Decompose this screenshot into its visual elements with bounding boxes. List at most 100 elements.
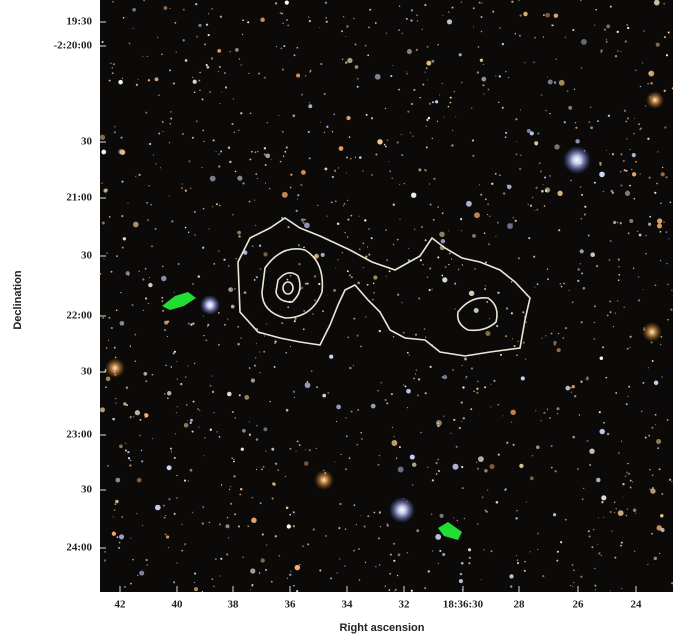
star bbox=[635, 161, 637, 163]
star bbox=[507, 223, 513, 229]
y-tick-label: 19:30 bbox=[66, 16, 92, 28]
star bbox=[287, 524, 291, 528]
star bbox=[173, 352, 175, 354]
star bbox=[165, 533, 167, 535]
star bbox=[485, 331, 490, 336]
star bbox=[355, 157, 356, 158]
star bbox=[489, 216, 490, 217]
star bbox=[580, 381, 582, 383]
star bbox=[164, 329, 166, 331]
star bbox=[385, 229, 386, 230]
star bbox=[635, 69, 637, 71]
star bbox=[627, 348, 629, 350]
star bbox=[103, 258, 104, 259]
star bbox=[618, 452, 620, 454]
star bbox=[579, 414, 580, 415]
star bbox=[322, 310, 324, 312]
star bbox=[454, 91, 455, 92]
star bbox=[507, 185, 508, 186]
star bbox=[213, 586, 214, 587]
star bbox=[519, 35, 521, 37]
star bbox=[304, 461, 309, 466]
star bbox=[269, 401, 270, 402]
star bbox=[210, 429, 212, 431]
star bbox=[610, 6, 612, 8]
star bbox=[192, 137, 194, 139]
star bbox=[349, 136, 351, 138]
star bbox=[462, 386, 464, 388]
star bbox=[502, 43, 504, 45]
star bbox=[633, 133, 634, 134]
star bbox=[661, 493, 663, 495]
star bbox=[286, 146, 288, 148]
star bbox=[235, 417, 236, 418]
star bbox=[573, 582, 574, 583]
star bbox=[487, 490, 488, 491]
star bbox=[660, 231, 662, 233]
star bbox=[218, 312, 220, 314]
star bbox=[563, 283, 565, 285]
star bbox=[256, 343, 257, 344]
star bbox=[463, 417, 465, 419]
star bbox=[621, 441, 622, 442]
star bbox=[359, 216, 360, 217]
star bbox=[329, 355, 333, 359]
star bbox=[197, 408, 199, 410]
star bbox=[295, 450, 296, 451]
star bbox=[271, 159, 272, 160]
star bbox=[316, 386, 318, 388]
star bbox=[472, 139, 474, 141]
star bbox=[553, 341, 556, 344]
star bbox=[344, 232, 345, 233]
star bbox=[212, 376, 213, 377]
star bbox=[490, 384, 491, 385]
star bbox=[342, 59, 343, 60]
star bbox=[347, 270, 349, 272]
star bbox=[218, 344, 220, 346]
star bbox=[461, 402, 463, 404]
star bbox=[634, 118, 635, 119]
star bbox=[283, 45, 285, 47]
star bbox=[282, 13, 284, 15]
star bbox=[499, 174, 501, 176]
star bbox=[588, 235, 590, 237]
star bbox=[506, 307, 508, 309]
star bbox=[293, 585, 294, 586]
star bbox=[129, 42, 131, 44]
star bbox=[349, 367, 351, 369]
star bbox=[223, 259, 225, 261]
star bbox=[628, 396, 629, 397]
star bbox=[371, 404, 376, 409]
star bbox=[199, 72, 201, 74]
star bbox=[126, 387, 128, 389]
star bbox=[199, 410, 200, 411]
star bbox=[194, 211, 196, 213]
star bbox=[427, 276, 428, 277]
star bbox=[632, 153, 636, 157]
star bbox=[386, 259, 388, 261]
star bbox=[587, 440, 589, 442]
star bbox=[554, 470, 556, 472]
star bbox=[173, 581, 175, 583]
star bbox=[182, 183, 183, 184]
star bbox=[643, 289, 644, 290]
star bbox=[472, 234, 476, 238]
star bbox=[469, 557, 471, 559]
star bbox=[613, 326, 614, 327]
star bbox=[249, 421, 250, 422]
star bbox=[121, 215, 123, 217]
star bbox=[567, 90, 568, 91]
star bbox=[402, 302, 403, 303]
star bbox=[570, 387, 572, 389]
star bbox=[654, 0, 660, 5]
star bbox=[632, 172, 636, 176]
star bbox=[502, 415, 503, 416]
y-tick-label: 30 bbox=[81, 366, 93, 378]
star bbox=[452, 7, 454, 9]
star bbox=[462, 365, 463, 366]
star bbox=[621, 588, 622, 589]
star bbox=[297, 194, 299, 196]
star bbox=[422, 264, 424, 266]
star bbox=[517, 341, 519, 343]
star bbox=[368, 228, 370, 230]
